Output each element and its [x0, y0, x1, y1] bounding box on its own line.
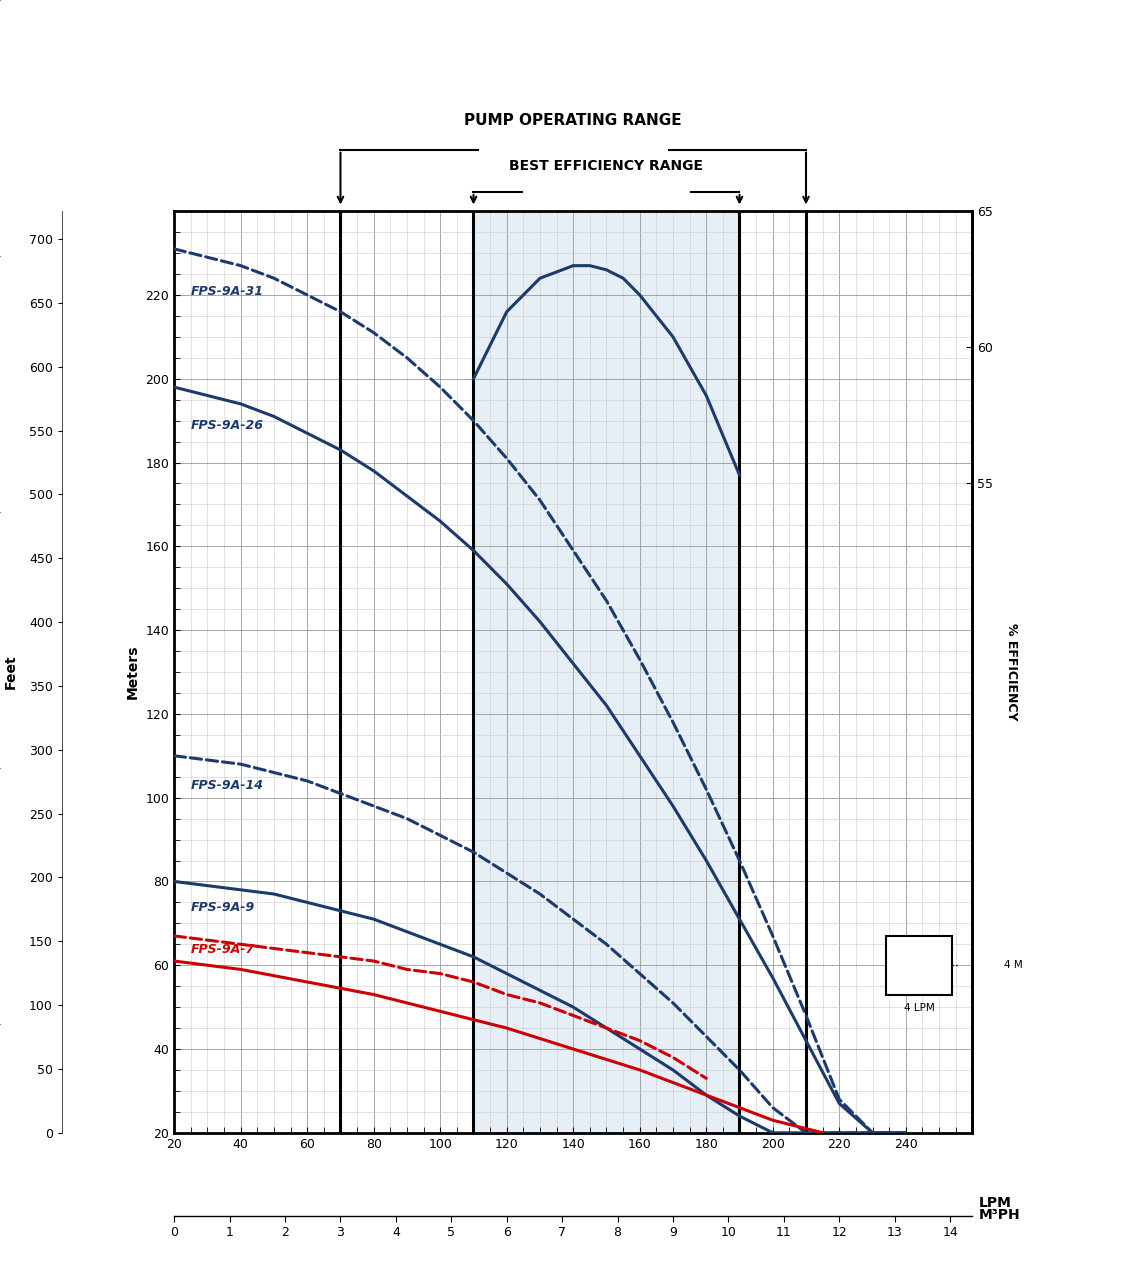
Y-axis label: Feet: Feet: [3, 654, 18, 690]
Text: PUMP OPERATING RANGE: PUMP OPERATING RANGE: [464, 113, 682, 128]
Text: FPS-9A-9: FPS-9A-9: [191, 901, 255, 914]
Text: FPS-9A-7: FPS-9A-7: [191, 942, 255, 956]
Text: 4 LPM: 4 LPM: [904, 1004, 934, 1012]
Text: BEST EFFICIENCY RANGE: BEST EFFICIENCY RANGE: [509, 159, 704, 173]
Text: FPS-9A-26: FPS-9A-26: [191, 419, 264, 433]
Text: FPS-9A-31: FPS-9A-31: [191, 285, 264, 298]
Text: 4 M: 4 M: [1004, 960, 1023, 970]
Bar: [473, 211, 740, 1133]
Y-axis label: % EFFICIENCY: % EFFICIENCY: [1005, 623, 1018, 721]
Text: FPS-9A-14: FPS-9A-14: [191, 780, 264, 792]
Y-axis label: Meters: Meters: [126, 645, 139, 699]
Bar: [886, 936, 952, 995]
Text: LPM: LPM: [979, 1196, 1012, 1210]
Text: M³PH: M³PH: [979, 1208, 1021, 1222]
